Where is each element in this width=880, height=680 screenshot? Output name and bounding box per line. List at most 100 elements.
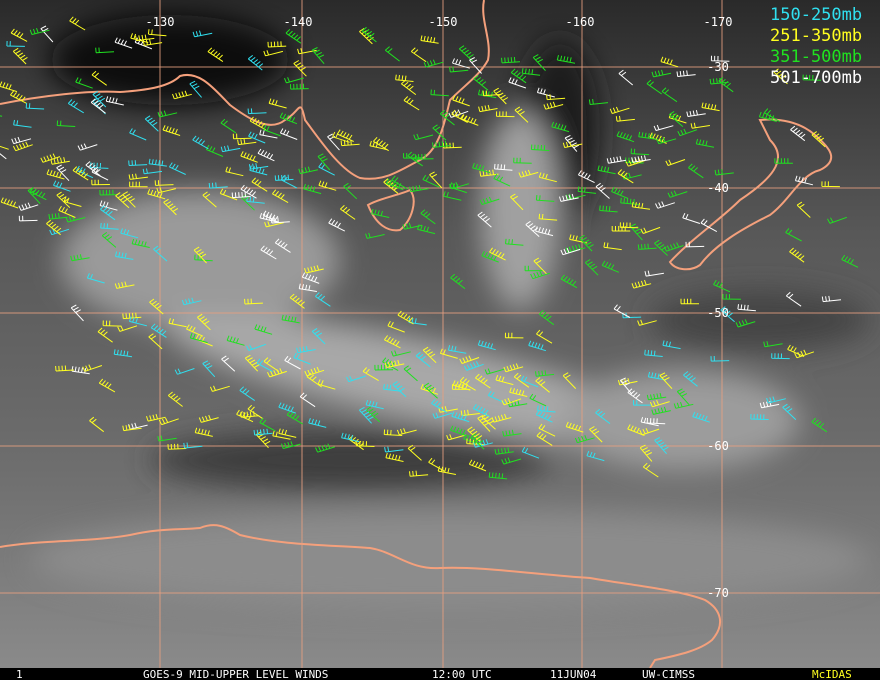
wind-barb <box>397 310 414 325</box>
wind-barb <box>510 193 524 211</box>
wind-barb <box>676 70 696 77</box>
wind-barb <box>172 90 192 100</box>
wind-barb <box>279 112 298 125</box>
wind-barb <box>667 190 688 198</box>
wind-barb <box>502 429 522 437</box>
wind-barb <box>680 298 699 305</box>
legend-entry: 351-500mb <box>770 47 862 67</box>
wind-barb <box>649 132 667 144</box>
wind-barb <box>293 60 307 77</box>
wind-barb <box>841 254 859 268</box>
wind-barb <box>144 115 159 132</box>
wind-barb <box>122 191 136 208</box>
wind-barb <box>619 377 633 395</box>
wind-barb <box>446 434 466 441</box>
wind-barb <box>644 349 663 357</box>
wind-barb <box>90 98 106 114</box>
wind-barb <box>168 162 186 175</box>
wind-barb <box>794 175 814 186</box>
wind-barb <box>588 99 609 105</box>
wind-barb <box>247 55 264 71</box>
wind-barb <box>365 399 384 410</box>
wind-barb <box>341 432 360 443</box>
wind-barb <box>407 444 422 461</box>
wind-barb <box>630 148 650 156</box>
wind-barb <box>619 222 639 229</box>
wind-barb <box>682 212 701 224</box>
wind-barb <box>268 98 287 109</box>
wind-barb <box>289 293 305 309</box>
wind-barb <box>264 221 284 228</box>
wind-barb <box>236 409 254 423</box>
wind-barb <box>99 189 119 196</box>
wind-barb <box>267 41 287 48</box>
wind-barb <box>796 201 811 218</box>
wind-barb <box>560 274 578 289</box>
wind-barb <box>438 406 458 413</box>
wind-barb <box>95 47 115 54</box>
wind-barb <box>459 376 476 391</box>
wind-barb <box>202 360 216 378</box>
wind-barb <box>0 197 19 209</box>
wind-barb <box>113 349 133 358</box>
wind-barb <box>501 457 522 465</box>
wind-barb <box>508 77 527 89</box>
wind-barb <box>631 155 651 163</box>
wind-barb <box>414 153 434 160</box>
wind-barb <box>27 187 41 205</box>
wind-barb <box>710 55 730 62</box>
wind-barb <box>461 114 479 126</box>
wind-barb <box>284 77 304 84</box>
coastline <box>366 188 415 232</box>
wind-barb <box>244 354 260 372</box>
latitude-labels: -30 -40 -50 -60 -70 <box>707 60 729 600</box>
wind-barb <box>620 197 639 205</box>
wind-barb <box>403 96 420 111</box>
wind-barb <box>296 345 316 354</box>
wind-barb <box>371 208 390 218</box>
wind-barb <box>194 427 213 437</box>
wind-barb <box>763 108 781 123</box>
wind-barb <box>12 141 33 152</box>
wind-barb <box>311 327 326 345</box>
wind-barb <box>451 384 471 390</box>
wind-barb <box>374 364 394 371</box>
wind-barb <box>148 158 167 167</box>
lon-label: -130 <box>146 15 175 29</box>
wind-barb <box>293 352 311 365</box>
wind-barb <box>637 243 657 250</box>
wind-barb <box>722 293 741 300</box>
wind-barb <box>248 163 269 170</box>
footer-source: UW-CIMSS <box>642 668 695 680</box>
wind-barb <box>303 183 322 195</box>
wind-barb <box>157 435 177 442</box>
wind-barb <box>225 166 244 177</box>
lon-label: -160 <box>566 15 595 29</box>
wind-barb <box>505 238 524 246</box>
wind-barb <box>423 382 438 399</box>
wind-barb <box>488 472 508 480</box>
wind-barb <box>640 417 659 427</box>
wind-barb <box>449 182 467 194</box>
wind-barb <box>284 355 301 370</box>
wind-barb <box>560 247 581 256</box>
wind-barb <box>75 77 93 89</box>
wind-barb <box>91 179 110 186</box>
wind-barb <box>278 428 297 438</box>
wind-barb <box>662 340 681 350</box>
wind-barb <box>383 178 399 194</box>
wind-barb <box>340 205 356 220</box>
wind-barb <box>146 413 166 422</box>
wind-barb <box>267 368 287 378</box>
wind-barb <box>720 306 735 323</box>
lat-label: -70 <box>707 586 729 600</box>
wind-barb <box>603 242 622 251</box>
wind-barb <box>789 247 805 263</box>
wind-barb <box>142 39 163 46</box>
wind-barb <box>496 111 515 118</box>
wind-barb <box>611 226 631 232</box>
wind-barb <box>535 370 555 377</box>
wind-barb <box>120 228 139 239</box>
